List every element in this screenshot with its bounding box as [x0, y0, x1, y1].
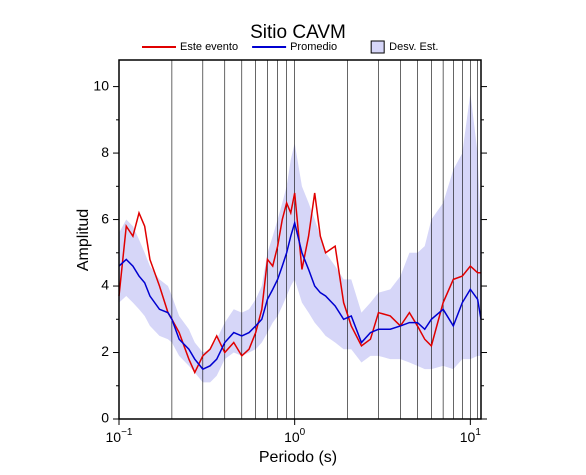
series-line [118, 192, 481, 375]
legend-label: Desv. Est. [389, 41, 438, 53]
y-tick-label: 6 [101, 210, 109, 226]
x-tick-label: 101 [460, 427, 482, 445]
y-tick-label: 10 [93, 77, 109, 93]
y-tick-label: 0 [101, 410, 109, 426]
y-axis-label: Amplitud [75, 209, 92, 271]
series-line [118, 219, 482, 371]
chart-title: Sitio CAVM [250, 22, 346, 43]
plot-frame [118, 59, 482, 420]
x-tick-label: 100 [284, 427, 306, 445]
y-tick-label: 2 [101, 343, 109, 359]
x-tick-exponent: 1 [475, 427, 481, 438]
std-band [119, 93, 481, 383]
y-tick-label: 8 [101, 144, 109, 160]
x-tick-exponent: −1 [121, 427, 133, 438]
x-tick-base: 10 [460, 429, 476, 445]
legend-swatch [370, 40, 385, 54]
x-tick-base: 10 [284, 429, 300, 445]
x-tick-label: 10−1 [106, 427, 133, 445]
legend-label: Promedio [290, 41, 337, 53]
x-tick-exponent: 0 [300, 427, 306, 438]
x-axis-label: Periodo (s) [259, 449, 337, 466]
legend-label: Este evento [180, 41, 238, 53]
y-tick-label: 4 [101, 277, 109, 293]
x-tick-base: 10 [106, 429, 122, 445]
